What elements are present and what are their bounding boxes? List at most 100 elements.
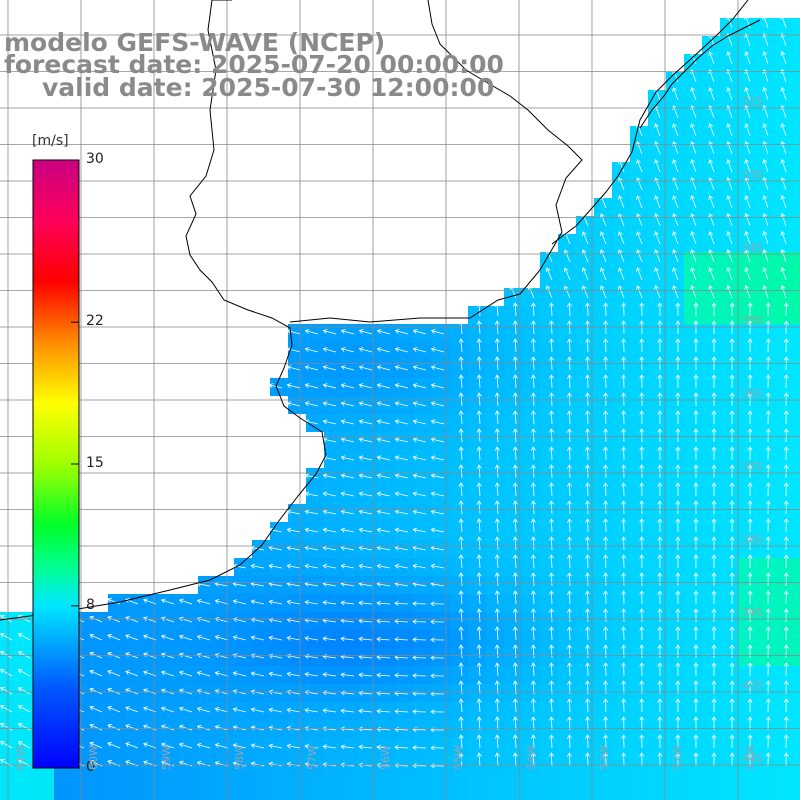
speed-cell: [324, 558, 342, 576]
speed-cell: [738, 90, 756, 108]
speed-cell: [468, 720, 486, 738]
speed-cell: [702, 504, 720, 522]
wind-arrow: [250, 707, 265, 713]
wind-arrow: [494, 464, 500, 479]
wind-arrow: [304, 743, 319, 749]
wind-arrow: [304, 365, 319, 371]
wind-arrow: [304, 653, 319, 659]
speed-cell: [432, 594, 450, 612]
wind-arrow: [358, 383, 373, 389]
speed-cell: [522, 324, 540, 342]
wind-arrow: [765, 590, 771, 605]
wind-arrow: [304, 527, 319, 533]
speed-cell: [558, 468, 576, 486]
wind-arrow: [690, 123, 697, 137]
speed-cell: [486, 432, 504, 450]
speed-cell: [558, 342, 576, 360]
speed-cell: [648, 108, 666, 126]
speed-cell: [630, 324, 648, 342]
speed-cell: [756, 648, 774, 666]
wind-arrow: [548, 752, 554, 767]
speed-cell: [720, 198, 738, 216]
speed-cell: [504, 306, 522, 324]
speed-cell: [774, 666, 792, 684]
wind-arrow: [747, 572, 753, 587]
speed-cell: [504, 612, 522, 630]
speed-cell: [630, 180, 648, 198]
wind-arrow: [744, 15, 751, 29]
speed-cell: [432, 666, 450, 684]
speed-cell: [738, 504, 756, 522]
wind-arrow: [639, 410, 645, 425]
speed-cell: [162, 774, 180, 792]
speed-cell: [252, 576, 270, 594]
speed-cell: [270, 576, 288, 594]
wind-arrow: [618, 213, 625, 227]
wind-arrow: [690, 51, 697, 65]
speed-cell: [342, 702, 360, 720]
speed-cell: [720, 342, 738, 360]
wind-arrow: [765, 338, 771, 353]
speed-cell: [468, 306, 486, 324]
wind-arrow: [672, 195, 679, 209]
wind-arrow: [729, 626, 735, 641]
wind-arrow: [178, 652, 193, 659]
speed-cell: [756, 594, 774, 612]
speed-cell: [0, 630, 18, 648]
speed-cell: [720, 792, 738, 800]
speed-cell: [450, 594, 468, 612]
wind-arrow: [708, 177, 715, 191]
speed-cell: [396, 774, 414, 792]
speed-cell: [630, 594, 648, 612]
speed-cell: [270, 558, 288, 576]
wind-arrow: [711, 518, 717, 533]
speed-cell: [666, 522, 684, 540]
wind-arrow: [458, 392, 464, 407]
speed-cell: [540, 720, 558, 738]
speed-cell: [126, 792, 144, 800]
wind-arrow: [783, 446, 789, 461]
wind-arrow: [376, 419, 391, 425]
speed-cell: [0, 774, 18, 792]
speed-cell: [720, 468, 738, 486]
speed-cell: [774, 90, 792, 108]
speed-cell: [576, 270, 594, 288]
wind-arrow: [567, 734, 572, 749]
speed-cell: [648, 378, 666, 396]
wind-arrow: [563, 249, 571, 263]
speed-cell: [450, 360, 468, 378]
speed-cell: [522, 378, 540, 396]
speed-cell: [684, 540, 702, 558]
speed-cell: [468, 360, 486, 378]
wind-arrow: [125, 706, 139, 713]
wind-arrow: [548, 374, 554, 389]
speed-cell: [594, 432, 612, 450]
speed-cell: [792, 378, 800, 396]
speed-cell: [630, 648, 648, 666]
speed-cell: [738, 594, 756, 612]
wind-arrow: [512, 500, 518, 515]
speed-cell: [594, 288, 612, 306]
wind-arrow: [160, 598, 175, 605]
wind-arrow: [711, 662, 717, 677]
wind-arrow: [430, 509, 445, 515]
wind-arrow: [747, 536, 753, 551]
wind-arrow: [762, 86, 769, 101]
speed-cell: [756, 558, 774, 576]
wind-arrow: [585, 320, 591, 335]
wind-arrow: [783, 536, 789, 551]
wind-arrow: [430, 329, 445, 335]
speed-cell: [450, 702, 468, 720]
wind-arrow: [458, 482, 464, 497]
speed-cell: [432, 540, 450, 558]
speed-cell: [468, 396, 486, 414]
speed-cell: [630, 684, 648, 702]
wind-arrow: [430, 619, 445, 625]
speed-cell: [774, 270, 792, 288]
speed-cell: [288, 720, 306, 738]
wind-arrow: [711, 752, 717, 767]
speed-cell: [774, 738, 792, 756]
speed-cell: [774, 36, 792, 54]
wind-arrow: [430, 545, 445, 551]
